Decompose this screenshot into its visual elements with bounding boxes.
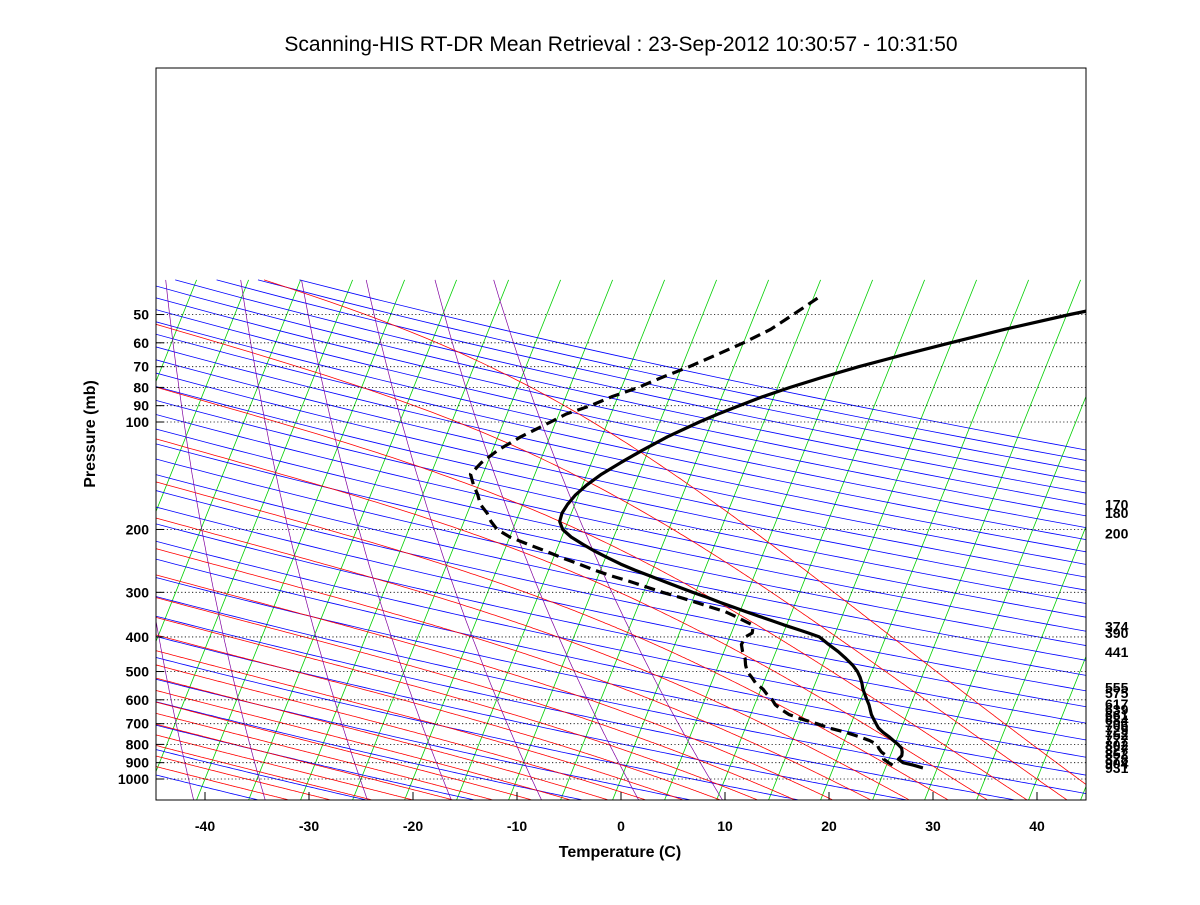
moist-adiabat-line xyxy=(8,280,1068,801)
isotherm-line xyxy=(872,280,1080,801)
mixing-ratio-line xyxy=(366,280,542,801)
dry-adiabat-line xyxy=(92,280,1200,801)
right-level-label: 441 xyxy=(1105,644,1129,660)
moist-adiabat-line xyxy=(0,280,534,801)
y-tick-label: 600 xyxy=(126,692,150,708)
chart-title: Scanning-HIS RT-DR Mean Retrieval : 23-S… xyxy=(284,33,957,56)
x-tick-label: 0 xyxy=(617,818,625,834)
dry-adiabat-line xyxy=(258,280,1200,801)
isotherm-line xyxy=(976,280,1184,801)
moist-adiabat-line xyxy=(0,280,648,801)
mixing-ratio-line xyxy=(0,280,44,801)
dewpoint-profile xyxy=(471,298,893,765)
y-axis-title: Pressure (mb) xyxy=(82,380,99,488)
y-tick-label: 800 xyxy=(126,736,150,752)
y-tick-label: 400 xyxy=(126,629,150,645)
isotherm-line xyxy=(0,280,197,801)
right-level-label: 390 xyxy=(1105,625,1129,641)
x-tick-label: 20 xyxy=(821,818,837,834)
y-tick-label: 1000 xyxy=(118,771,149,787)
isotherm-line xyxy=(612,280,820,801)
right-level-label: 180 xyxy=(1105,505,1129,521)
y-tick-label: 700 xyxy=(126,716,150,732)
x-tick-label: 10 xyxy=(717,818,733,834)
right-level-label: 931 xyxy=(1105,760,1129,776)
dry-adiabat-line xyxy=(300,280,1200,801)
dry-adiabat-line xyxy=(0,280,369,801)
moist-adiabat-line xyxy=(0,280,685,801)
x-axis-title: Temperature (C) xyxy=(559,844,681,861)
moist-adiabat-line xyxy=(0,280,375,801)
isotherm-line xyxy=(768,280,976,801)
right-level-label: 200 xyxy=(1105,525,1129,541)
y-tick-label: 90 xyxy=(133,398,149,414)
isotherm-line xyxy=(560,280,768,801)
isotherm-line xyxy=(0,280,145,801)
pressure-grid xyxy=(156,315,1086,779)
dry-adiabat-line xyxy=(0,280,694,801)
y-tick-label: 70 xyxy=(133,359,149,375)
mixing-ratio-line xyxy=(63,280,127,801)
moist-adiabat-line xyxy=(0,280,334,801)
y-tick-label: 60 xyxy=(133,335,149,351)
y-tick-label: 300 xyxy=(126,584,150,600)
isotherm-line xyxy=(820,280,1028,801)
isotherm-line xyxy=(0,280,93,801)
isotherm-line xyxy=(664,280,872,801)
x-tick-label: -40 xyxy=(195,818,215,834)
mixing-ratio-line xyxy=(241,280,368,801)
dry-adiabat-line xyxy=(0,280,1019,801)
moist-adiabat-line xyxy=(0,280,797,801)
y-tick-label: 200 xyxy=(126,521,150,537)
right-level-labels: 1701802003743904415555756176396616847067… xyxy=(1105,496,1129,776)
dry-adiabat-line xyxy=(51,280,1200,801)
y-tick-label: 100 xyxy=(126,414,150,430)
x-tick-label: 30 xyxy=(925,818,941,834)
y-tick-label: 80 xyxy=(133,379,149,395)
y-tick-label: 500 xyxy=(126,664,150,680)
mixing-ratio-line xyxy=(435,280,639,801)
y-tick-label: 900 xyxy=(126,755,150,771)
y-tick-label: 50 xyxy=(133,307,149,323)
mixing-ratio-line xyxy=(166,280,266,801)
x-tick-label: -30 xyxy=(299,818,319,834)
isotherm-line xyxy=(196,280,404,801)
isotherm-line xyxy=(1132,280,1200,801)
isotherm-line xyxy=(0,280,41,801)
dry-adiabat-line xyxy=(0,280,802,801)
x-tick-label: -20 xyxy=(403,818,423,834)
x-axis-ticks: -40 -30 -20 -10 0 10 20 30 40 xyxy=(195,792,1045,834)
isotherm-line xyxy=(1080,280,1200,801)
background-lines xyxy=(0,280,1200,801)
moist-adiabat-line xyxy=(0,280,759,801)
isotherm-line xyxy=(352,280,560,801)
x-tick-label: 40 xyxy=(1029,818,1045,834)
x-tick-label: -10 xyxy=(507,818,527,834)
